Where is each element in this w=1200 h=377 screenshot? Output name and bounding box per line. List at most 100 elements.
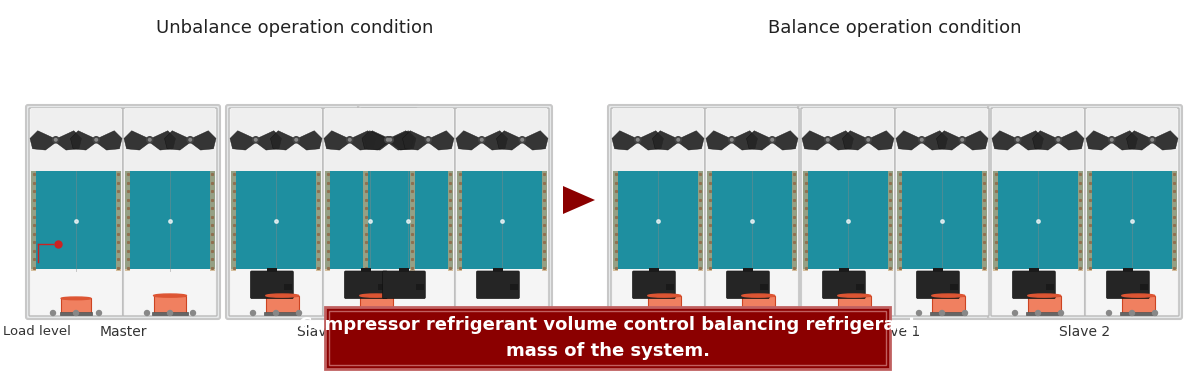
Polygon shape [1111,131,1138,150]
Bar [266,268,277,272]
Bar [542,171,547,271]
Polygon shape [124,131,150,150]
FancyBboxPatch shape [727,271,769,299]
Circle shape [1110,138,1114,141]
Circle shape [846,311,851,316]
Text: Slave 1: Slave 1 [869,325,920,339]
Bar [707,269,797,315]
FancyBboxPatch shape [608,105,802,319]
Circle shape [499,311,504,316]
Polygon shape [270,131,296,150]
Polygon shape [773,131,798,150]
Bar [707,171,712,271]
Bar [648,296,680,313]
FancyBboxPatch shape [29,108,124,316]
Polygon shape [150,131,175,150]
Circle shape [726,311,732,316]
Bar [398,268,409,272]
Circle shape [188,138,192,141]
Circle shape [655,311,660,316]
Circle shape [520,137,526,143]
Bar [1028,268,1039,272]
FancyBboxPatch shape [1106,271,1150,299]
Polygon shape [678,131,704,150]
Polygon shape [869,131,894,150]
Text: Slave 2: Slave 2 [1060,325,1110,339]
Bar [743,268,754,272]
Bar [1078,171,1084,271]
Bar [61,298,91,313]
Circle shape [919,137,925,143]
Polygon shape [30,131,55,150]
Circle shape [146,137,152,143]
Polygon shape [522,131,548,150]
Circle shape [822,311,828,316]
FancyBboxPatch shape [358,105,552,319]
Circle shape [254,138,257,141]
Circle shape [773,311,778,316]
Bar [266,296,299,313]
Circle shape [251,311,256,316]
Polygon shape [164,131,191,150]
Circle shape [865,137,871,143]
Bar [1028,296,1061,313]
Bar [932,296,965,313]
Circle shape [632,311,637,316]
Bar [950,284,959,290]
Bar [613,108,703,171]
Polygon shape [296,131,322,150]
Bar [230,171,236,271]
Circle shape [406,311,410,316]
Ellipse shape [266,294,299,297]
Circle shape [1129,311,1134,316]
Bar [898,171,986,271]
Circle shape [53,137,59,143]
Bar [838,296,871,313]
Circle shape [144,311,150,316]
Bar [803,269,893,315]
Bar [856,284,864,290]
Polygon shape [962,131,988,150]
Text: Slave 1: Slave 1 [298,325,349,339]
Polygon shape [390,131,416,150]
Bar [1087,269,1177,315]
Circle shape [389,138,391,141]
Bar [152,312,188,315]
Bar [410,171,415,271]
Circle shape [824,137,830,143]
Polygon shape [802,131,828,150]
Bar [1120,312,1157,315]
Bar [994,171,1084,271]
Bar [803,108,893,171]
Ellipse shape [838,294,871,297]
FancyBboxPatch shape [361,108,455,316]
Bar [457,108,547,171]
Polygon shape [1018,131,1044,150]
Circle shape [295,138,298,141]
Circle shape [770,138,774,141]
Ellipse shape [360,294,392,297]
Bar [646,312,683,315]
Circle shape [917,311,922,316]
Bar [666,284,674,290]
Circle shape [677,138,679,141]
FancyBboxPatch shape [611,108,706,316]
Circle shape [1109,137,1115,143]
Bar [230,269,322,315]
Bar [31,108,121,171]
Polygon shape [637,131,664,150]
Polygon shape [497,131,522,150]
Bar [230,171,322,271]
Polygon shape [1086,131,1111,150]
Bar [1123,268,1133,272]
Circle shape [428,311,433,316]
Circle shape [827,138,829,141]
Bar [742,296,775,313]
Bar [364,269,454,315]
Polygon shape [96,131,122,150]
Circle shape [94,137,100,143]
FancyBboxPatch shape [706,108,799,316]
Bar [898,108,986,171]
FancyBboxPatch shape [26,105,220,319]
Circle shape [1013,311,1018,316]
